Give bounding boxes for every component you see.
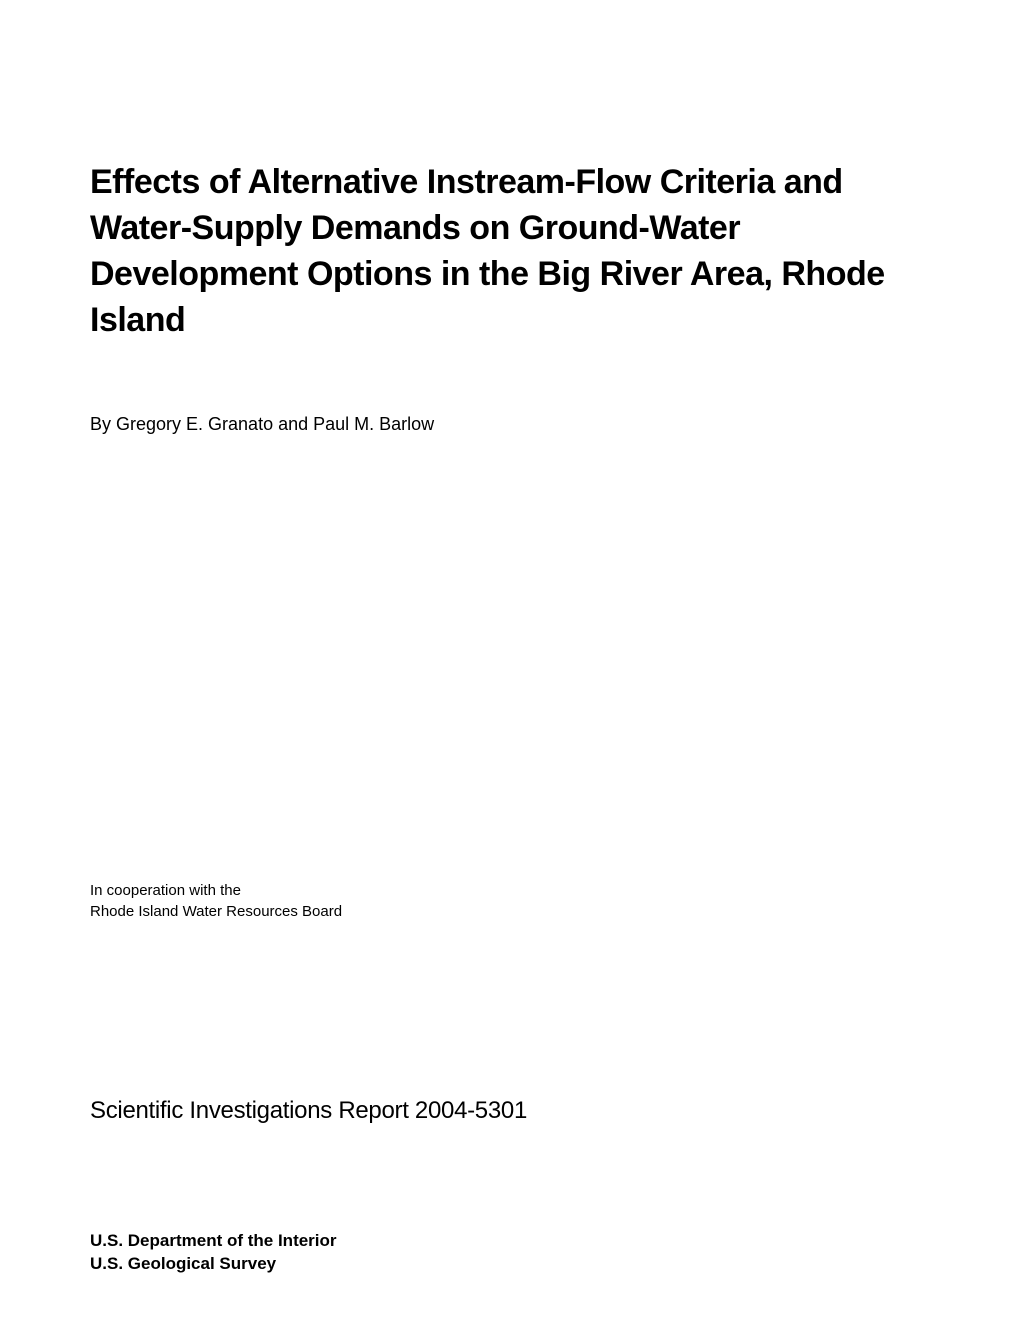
report-series-number: Scientific Investigations Report 2004-53… (90, 1097, 930, 1125)
document-title: Effects of Alternative Instream-Flow Cri… (90, 160, 930, 344)
cooperation-statement: In cooperation with the Rhode Island Wat… (90, 880, 930, 922)
cooperation-line-2: Rhode Island Water Resources Board (90, 901, 930, 922)
publisher-department: U.S. Department of the Interior (90, 1230, 930, 1253)
document-authors: By Gregory E. Granato and Paul M. Barlow (90, 414, 930, 435)
publisher-block: U.S. Department of the Interior U.S. Geo… (90, 1230, 930, 1276)
publisher-agency: U.S. Geological Survey (90, 1253, 930, 1276)
cooperation-line-1: In cooperation with the (90, 880, 930, 901)
